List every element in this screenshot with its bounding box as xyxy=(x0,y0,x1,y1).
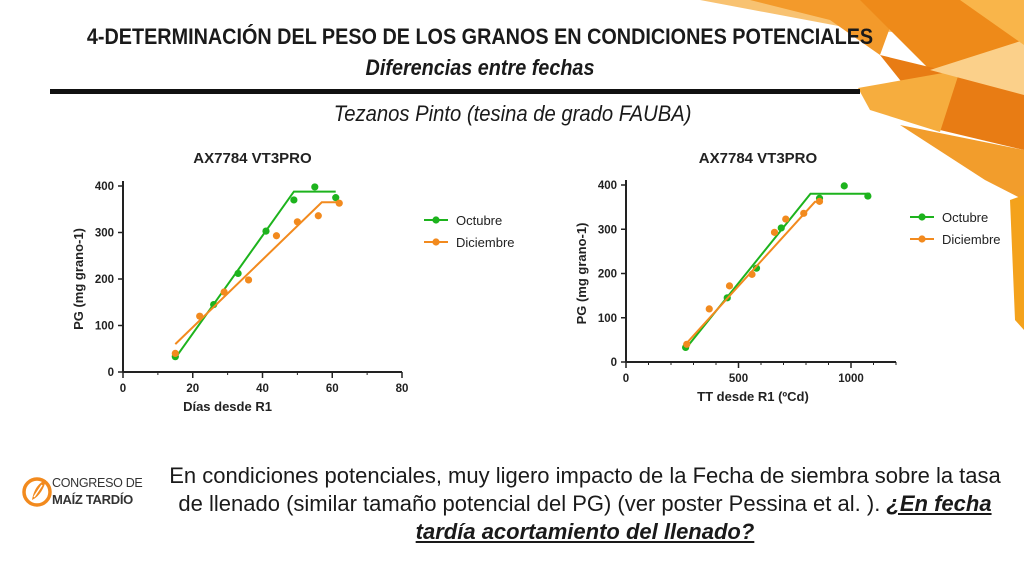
x-tick-label: 0 xyxy=(120,383,126,395)
x-tick-label: 1000 xyxy=(838,373,864,385)
logo-text-line2: MAÍZ TARDÍO xyxy=(52,492,133,507)
y-tick-label: 400 xyxy=(598,180,617,192)
y-tick-label: 0 xyxy=(611,357,617,369)
legend-label-octubre: Octubre xyxy=(456,213,502,228)
y-axis-label: PG (mg grano-1) xyxy=(71,228,86,330)
slide-title: 4-DETERMINACIÓN DEL PESO DE LOS GRANOS E… xyxy=(86,24,874,49)
title-divider xyxy=(50,89,860,94)
congreso-logo-icon xyxy=(22,477,52,507)
data-point-diciembre xyxy=(335,199,343,207)
legend-label-octubre: Octubre xyxy=(942,210,988,225)
data-point-diciembre xyxy=(272,232,281,240)
slide-subtitle: Diferencias entre fechas xyxy=(365,55,595,80)
logo-text-line1: CONGRESO DE xyxy=(52,476,143,490)
fit-line-octubre xyxy=(174,190,336,359)
x-tick-label: 20 xyxy=(186,383,199,395)
data-point-diciembre xyxy=(314,212,322,220)
conclusion-question: ¿En fecha tardía acortamiento del llenad… xyxy=(415,491,992,544)
y-tick-label: 400 xyxy=(95,181,114,193)
data-point-octubre xyxy=(777,224,785,232)
chart-title: AX7784 VT3PRO xyxy=(193,150,312,167)
chart-tt-desde-r1: AX7784 VT3PRO 0 100 200 300 400 0 500 1000 TT des… xyxy=(574,150,1001,404)
y-tick-label: 200 xyxy=(598,269,617,281)
y-axis-label: PG (mg grano-1) xyxy=(574,223,589,325)
data-point-diciembre xyxy=(815,197,824,205)
data-point-octubre xyxy=(290,196,298,204)
y-tick-label: 100 xyxy=(95,321,114,333)
x-tick-label: 500 xyxy=(729,373,748,385)
data-point-octubre xyxy=(840,182,848,190)
data-point-diciembre xyxy=(800,209,808,217)
data-point-diciembre xyxy=(171,349,179,357)
fit-line-diciembre xyxy=(174,201,340,345)
data-point-octubre xyxy=(752,264,761,272)
y-tick-label: 100 xyxy=(598,313,617,325)
legend-marker-octubre xyxy=(918,213,926,221)
chart-title: AX7784 VT3PRO xyxy=(699,150,818,167)
x-tick-label: 40 xyxy=(256,383,269,395)
conclusion-text: En condiciones potenciales, muy ligero i… xyxy=(169,463,1001,516)
data-point-diciembre xyxy=(196,312,204,320)
y-tick-label: 300 xyxy=(95,228,114,240)
legend-marker-diciembre xyxy=(432,238,440,246)
data-point-diciembre xyxy=(683,340,691,348)
data-point-diciembre xyxy=(782,215,790,223)
data-point-diciembre xyxy=(244,276,253,284)
data-point-diciembre xyxy=(220,288,228,296)
x-axis-label: Días desde R1 xyxy=(183,399,272,414)
data-point-octubre xyxy=(262,227,270,235)
y-tick-label: 200 xyxy=(95,274,114,286)
chart-dias-desde-r1: AX7784 VT3PRO 0 100 200 300 400 0 20 40 60 80 Días … xyxy=(71,150,515,414)
data-point-diciembre xyxy=(748,270,756,278)
data-point-diciembre xyxy=(705,305,713,313)
y-tick-label: 0 xyxy=(108,367,114,379)
legend-label-diciembre: Diciembre xyxy=(456,235,515,250)
x-tick-label: 60 xyxy=(326,383,339,395)
x-axis-label: TT desde R1 (ºCd) xyxy=(697,389,809,404)
data-point-octubre xyxy=(311,183,319,191)
y-tick-label: 300 xyxy=(598,224,617,236)
conclusion-paragraph: En condiciones potenciales, muy ligero i… xyxy=(160,462,1010,546)
author-credit: Tezanos Pinto (tesina de grado FAUBA) xyxy=(333,101,692,126)
legend-label-diciembre: Diciembre xyxy=(942,232,1001,247)
x-tick-label: 80 xyxy=(396,383,409,395)
data-point-octubre xyxy=(864,192,872,200)
data-point-diciembre xyxy=(770,228,779,236)
data-point-diciembre xyxy=(725,282,734,290)
fit-line-octubre xyxy=(684,192,871,350)
data-point-octubre xyxy=(332,194,340,202)
x-tick-label: 0 xyxy=(623,373,629,385)
data-point-octubre xyxy=(234,269,242,278)
data-point-diciembre xyxy=(293,218,301,226)
legend-marker-octubre xyxy=(432,216,440,224)
legend-marker-diciembre xyxy=(918,235,926,243)
